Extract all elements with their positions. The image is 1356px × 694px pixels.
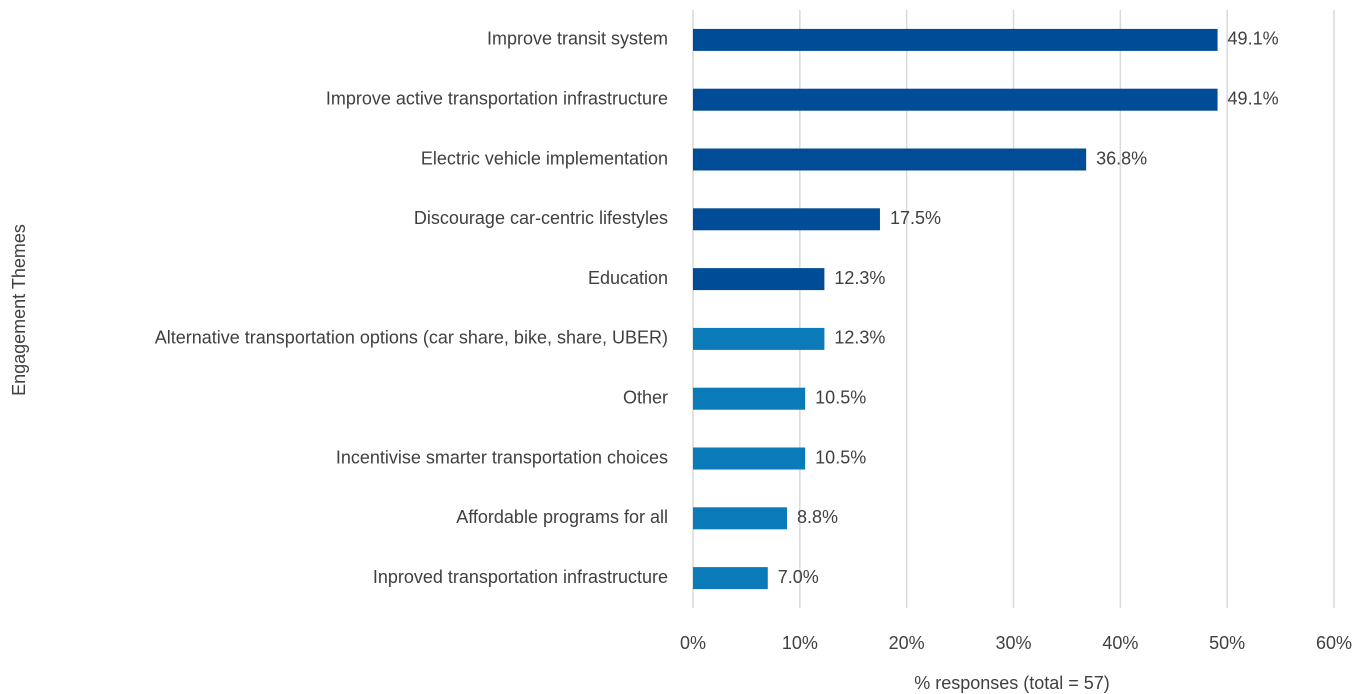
- bar: [693, 88, 1218, 111]
- bar: [693, 387, 806, 410]
- bar: [693, 268, 825, 291]
- x-tick-label: 40%: [1102, 633, 1138, 653]
- value-label: 36.8%: [1096, 148, 1147, 168]
- value-label: 7.0%: [778, 567, 819, 587]
- y-tick-label: Improve active transportation infrastruc…: [326, 88, 668, 108]
- value-label: 49.1%: [1228, 29, 1279, 49]
- value-label: 49.1%: [1228, 88, 1279, 108]
- bar: [693, 208, 880, 231]
- x-tick-label: 0%: [680, 633, 706, 653]
- y-tick-label: Incentivise smarter transportation choic…: [336, 447, 668, 467]
- bar: [693, 447, 806, 470]
- y-tick-label: Other: [623, 387, 668, 407]
- y-tick-label: Affordable programs for all: [456, 507, 668, 527]
- x-tick-label: 30%: [995, 633, 1031, 653]
- value-label: 10.5%: [815, 387, 866, 407]
- y-tick-label: Improve transit system: [487, 29, 668, 49]
- x-axis-label: % responses (total = 57): [914, 673, 1110, 693]
- bar: [693, 507, 788, 530]
- value-label: 17.5%: [890, 208, 941, 228]
- x-tick-label: 20%: [889, 633, 925, 653]
- y-tick-label: Electric vehicle implementation: [421, 148, 668, 168]
- value-label: 12.3%: [834, 328, 885, 348]
- x-tick-label: 60%: [1316, 633, 1352, 653]
- bar: [693, 567, 768, 590]
- y-tick-label: Education: [588, 268, 668, 288]
- value-label: 10.5%: [815, 447, 866, 467]
- bar: [693, 327, 825, 350]
- value-label: 12.3%: [834, 268, 885, 288]
- value-label: 8.8%: [797, 507, 838, 527]
- y-axis-label: Engagement Themes: [9, 224, 29, 396]
- y-tick-label: Alternative transportation options (car …: [155, 328, 668, 348]
- x-tick-label: 10%: [782, 633, 818, 653]
- y-tick-label: Discourage car-centric lifestyles: [414, 208, 668, 228]
- x-tick-label: 50%: [1209, 633, 1245, 653]
- bar: [693, 148, 1087, 171]
- bar: [693, 28, 1218, 51]
- y-tick-label: Inproved transportation infrastructure: [373, 567, 668, 587]
